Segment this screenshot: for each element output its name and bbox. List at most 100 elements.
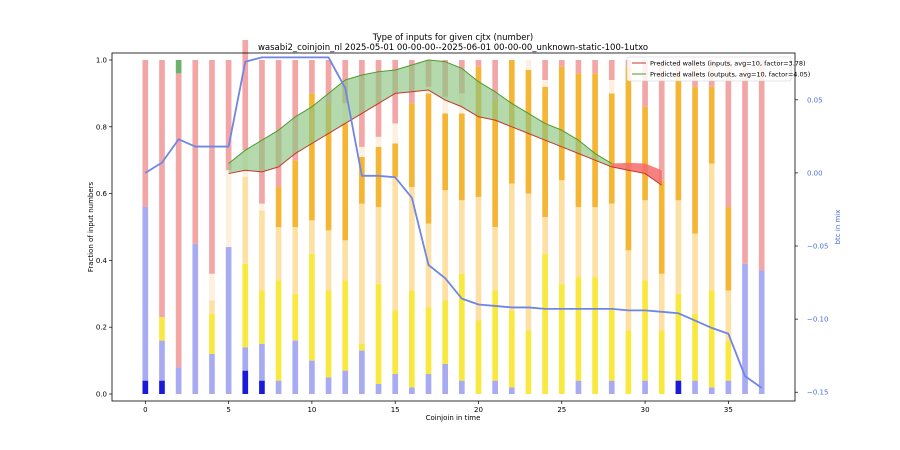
bar-segment	[642, 106, 648, 201]
bar-segment	[458, 200, 465, 274]
bar-segment	[425, 373, 432, 394]
bar-segment	[259, 290, 265, 344]
bar-segment	[192, 60, 199, 244]
y2-tick-label: −0.05	[807, 243, 828, 251]
bar-segment	[725, 60, 732, 207]
bar-segment	[575, 277, 582, 381]
bar-segment	[359, 203, 365, 344]
bar-segment	[542, 86, 548, 217]
bar-segment	[608, 307, 615, 381]
bar-segment	[159, 317, 165, 341]
bar-segment	[409, 290, 415, 388]
btc-in-mix-line	[144, 56, 763, 389]
bar-segment	[458, 113, 465, 201]
x-tick-label: 10	[307, 406, 316, 414]
x-axis-label: Coinjoin in time	[426, 414, 481, 422]
bar-segment	[692, 380, 698, 394]
bar-segment	[275, 380, 282, 394]
y-tick-label: 1.0	[96, 57, 107, 65]
bar-segment	[142, 380, 149, 394]
bar-segment	[292, 160, 299, 227]
bar-segment	[275, 60, 282, 187]
bar-segment	[259, 210, 265, 291]
bar-segment	[342, 370, 349, 394]
bar-segment	[359, 350, 365, 394]
bar-segment	[708, 86, 715, 164]
bar-segment	[209, 300, 215, 314]
bar-segment	[658, 330, 665, 394]
bar-segment	[492, 100, 498, 227]
y-tick-label: 0.0	[96, 391, 107, 399]
bar-segment	[675, 73, 682, 201]
bar-segment	[342, 280, 349, 371]
bar-segment	[242, 347, 249, 371]
bar-segment	[375, 383, 382, 394]
bar-segment	[209, 273, 215, 301]
ticks-layer: 0 5 10 15 20 25 30 35 0.0 0.2 0.4 0.6 0.8 1.0 0.05 0.00…	[96, 57, 829, 415]
bar-segment	[625, 250, 632, 331]
bars-layer	[142, 39, 765, 394]
bar-segment	[375, 283, 382, 384]
bar-segment	[209, 60, 215, 274]
bar-segment	[575, 60, 582, 74]
bar-segment	[708, 290, 715, 388]
bar-segment	[425, 307, 432, 374]
bar-segment	[442, 300, 449, 364]
x-tick-label: 15	[391, 406, 400, 414]
bar-segment	[508, 387, 515, 394]
bar-segment	[325, 103, 332, 231]
y2-axis-label: btc in mix	[834, 210, 842, 245]
bar-segment	[375, 146, 382, 207]
bar-segment	[225, 247, 232, 394]
bar-segment	[342, 123, 349, 241]
bar-segment	[275, 186, 282, 227]
bar-segment	[392, 373, 399, 394]
bar-segment	[309, 220, 315, 254]
y2-tick-label: 0.00	[807, 169, 823, 177]
bar-segment	[542, 60, 548, 81]
bar-segment	[492, 290, 498, 381]
x-tick-label: 0	[143, 406, 147, 414]
x-tick-label: 35	[724, 406, 733, 414]
bar-segment	[558, 180, 565, 284]
bar-segment	[475, 60, 482, 67]
bar-segment	[225, 170, 232, 248]
bar-segment	[592, 277, 598, 394]
bar-segment	[492, 227, 498, 291]
bar-segment	[692, 233, 698, 314]
bar-segment	[275, 280, 282, 381]
bar-segment	[642, 60, 648, 107]
bar-segment	[575, 206, 582, 278]
bar-segment	[708, 163, 715, 291]
bar-segment	[142, 60, 149, 207]
bar-segment	[142, 206, 149, 381]
bar-segment	[642, 380, 648, 394]
legend-label-inputs: Predicted wallets (inputs, avg=10, facto…	[650, 60, 806, 68]
bar-segment	[325, 290, 332, 378]
bar-segment	[392, 176, 399, 311]
inputs-band	[611, 162, 662, 186]
legend-box	[626, 56, 792, 82]
bar-segment	[692, 313, 698, 381]
bar-segment	[542, 80, 548, 87]
bar-segment	[242, 39, 249, 151]
bands-layer	[228, 60, 662, 186]
y-tick-label: 0.6	[96, 190, 108, 198]
bar-segment	[392, 123, 399, 144]
bar-segment	[292, 60, 299, 161]
bar-segment	[542, 253, 548, 394]
bar-segment	[159, 60, 165, 318]
bar-segment	[175, 73, 182, 368]
bar-segment	[508, 310, 515, 388]
bar-segment	[675, 293, 682, 381]
bar-segment	[259, 343, 265, 381]
bar-segment	[558, 60, 565, 67]
bar-segment	[209, 313, 215, 354]
bar-segment	[725, 380, 732, 394]
bar-segment	[309, 60, 315, 94]
x-tick-label: 25	[557, 406, 566, 414]
bar-segment	[592, 206, 598, 278]
bar-segment	[708, 387, 715, 394]
outputs-line	[228, 59, 613, 164]
